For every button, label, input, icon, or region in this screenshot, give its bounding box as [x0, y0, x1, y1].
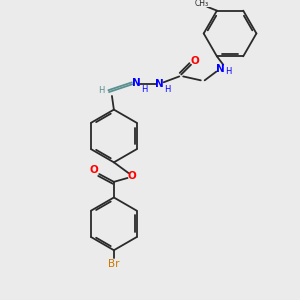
- Text: N: N: [155, 79, 164, 89]
- Text: H: H: [164, 85, 171, 94]
- Text: H: H: [225, 67, 231, 76]
- Text: H: H: [141, 85, 147, 94]
- Text: O: O: [90, 165, 99, 175]
- Text: H: H: [98, 85, 104, 94]
- Text: CH₃: CH₃: [194, 0, 208, 8]
- Text: N: N: [216, 64, 225, 74]
- Text: N: N: [132, 78, 141, 88]
- Text: O: O: [127, 171, 136, 181]
- Text: O: O: [190, 56, 199, 66]
- Text: Br: Br: [108, 259, 120, 269]
